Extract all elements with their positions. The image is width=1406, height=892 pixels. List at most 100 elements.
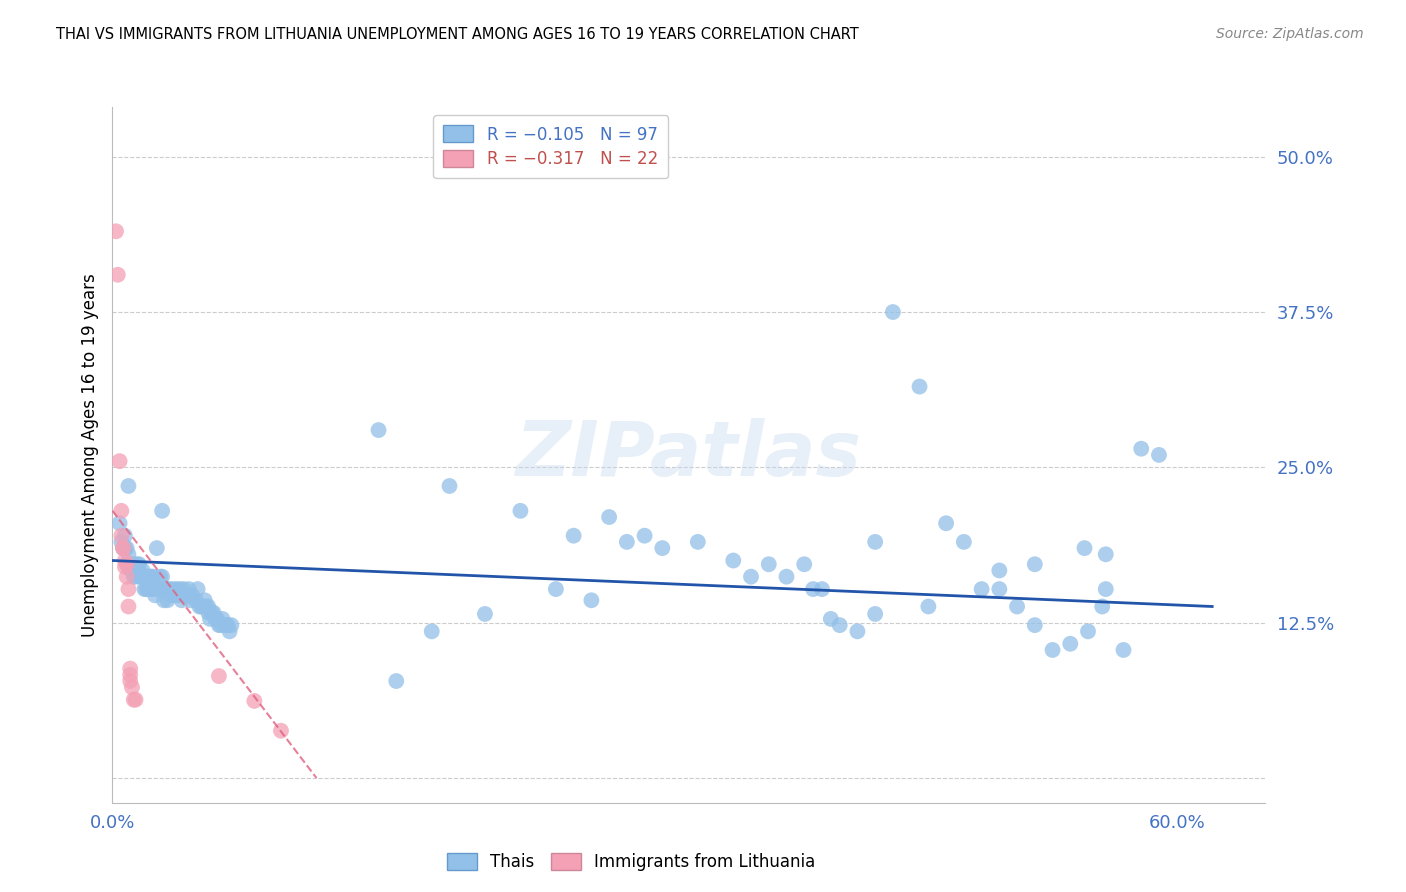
Point [208,618,231,632]
Point [651,541,673,555]
Point [581,593,603,607]
Point [115,558,138,572]
Point [150,570,173,584]
Point [177,582,200,596]
Point [148,582,170,596]
Point [117,582,139,596]
Point [117,599,139,614]
Point [156,593,179,607]
Point [174,588,197,602]
Point [127,558,149,572]
Point [367,423,389,437]
Point [122,692,145,706]
Point [143,588,166,602]
Point [970,582,993,596]
Point [110,534,132,549]
Point [141,582,163,596]
Point [633,529,655,543]
Point [165,582,187,596]
Point [136,570,159,584]
Point [115,570,138,584]
Point [562,529,585,543]
Point [1091,599,1114,614]
Point [270,723,292,738]
Point [142,570,165,584]
Point [128,558,150,572]
Point [129,570,152,584]
Point [134,582,156,596]
Point [180,593,202,607]
Point [935,516,957,531]
Point [112,541,135,555]
Point [1042,643,1064,657]
Point [197,599,219,614]
Point [157,582,180,596]
Point [988,564,1011,578]
Point [136,582,159,596]
Point [820,612,842,626]
Point [598,510,620,524]
Point [198,612,221,626]
Point [142,582,165,596]
Point [122,570,145,584]
Point [181,588,204,602]
Point [863,607,886,621]
Point [1024,618,1046,632]
Point [202,606,225,620]
Point [108,516,131,531]
Point [1024,558,1046,572]
Point [117,559,139,574]
Point [191,599,214,614]
Text: Source: ZipAtlas.com: Source: ZipAtlas.com [1216,27,1364,41]
Point [120,674,142,689]
Point [1077,624,1099,639]
Point [114,559,136,574]
Point [114,553,136,567]
Point [1059,637,1081,651]
Point [170,593,193,607]
Point [758,558,780,572]
Point [117,479,139,493]
Point [153,593,176,607]
Point [243,694,266,708]
Point [828,618,851,632]
Point [917,599,939,614]
Point [988,582,1011,596]
Point [124,692,146,706]
Point [135,570,157,584]
Point [217,618,239,632]
Point [211,612,233,626]
Y-axis label: Unemployment Among Ages 16 to 19 years: Unemployment Among Ages 16 to 19 years [80,273,98,637]
Point [1094,547,1116,561]
Point [1005,599,1028,614]
Point [172,582,194,596]
Point [184,593,207,607]
Point [138,582,160,596]
Point [908,379,931,393]
Point [112,541,135,555]
Point [204,612,226,626]
Point [115,541,138,555]
Point [162,582,184,596]
Point [120,668,142,682]
Point [176,588,198,602]
Point [187,582,209,596]
Point [120,562,142,576]
Point [105,224,128,238]
Legend: Thais, Immigrants from Lithuania: Thais, Immigrants from Lithuania [440,847,823,878]
Point [1094,582,1116,596]
Point [141,570,163,584]
Point [215,618,238,632]
Point [1147,448,1170,462]
Point [122,558,145,572]
Point [218,624,240,639]
Point [775,570,797,584]
Point [150,504,173,518]
Point [194,593,217,607]
Point [120,662,142,676]
Point [117,547,139,561]
Point [127,564,149,578]
Point [1112,643,1135,657]
Point [149,570,172,584]
Point [846,624,869,639]
